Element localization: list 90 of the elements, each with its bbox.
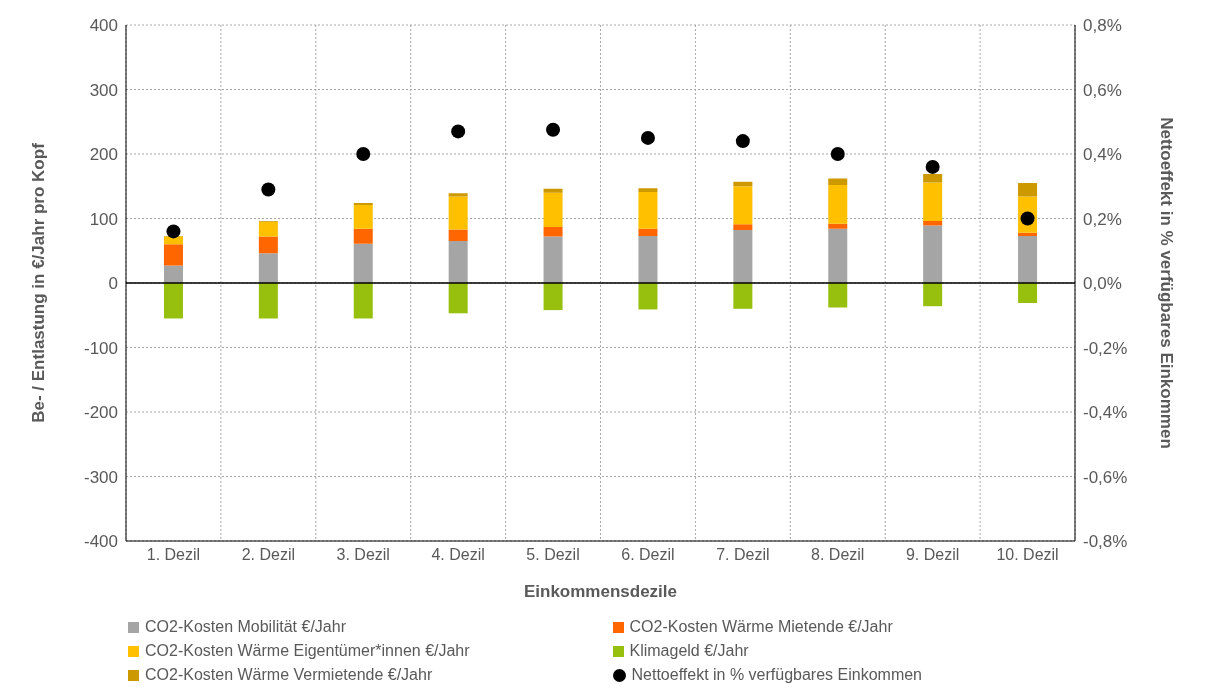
point bbox=[261, 182, 276, 197]
y2-tick-label: 0,6% bbox=[1083, 80, 1122, 100]
bar bbox=[258, 283, 278, 319]
y2-tick-label: -0,2% bbox=[1083, 338, 1128, 358]
bar bbox=[258, 221, 278, 237]
point bbox=[356, 147, 371, 161]
y-tick-label: -100 bbox=[83, 338, 118, 358]
bar bbox=[828, 223, 848, 229]
bar bbox=[638, 235, 658, 283]
bar bbox=[543, 283, 563, 311]
bar bbox=[828, 184, 848, 224]
bar bbox=[448, 283, 468, 314]
bar bbox=[733, 186, 753, 225]
point bbox=[640, 130, 655, 145]
y2-tick-label: 0,4% bbox=[1083, 145, 1122, 165]
bar bbox=[543, 226, 563, 237]
y2-tick-label: -0,4% bbox=[1083, 403, 1128, 423]
y2-tick-label: -0,6% bbox=[1083, 467, 1128, 487]
bar bbox=[448, 193, 468, 197]
bar bbox=[638, 283, 658, 310]
y-tick-label: -400 bbox=[83, 532, 118, 552]
bar bbox=[733, 230, 753, 283]
x-tick-label: 9. Dezil bbox=[905, 546, 960, 564]
point bbox=[925, 159, 940, 174]
point bbox=[166, 224, 181, 239]
bar bbox=[923, 174, 943, 183]
point bbox=[830, 147, 845, 161]
x-tick-label: 6. Dezil bbox=[621, 546, 675, 564]
x-tick-label: 4. Dezil bbox=[431, 546, 485, 564]
bar bbox=[543, 192, 563, 227]
bar bbox=[163, 283, 183, 319]
x-axis-title: Einkommensdezile bbox=[523, 582, 678, 601]
y-tick-label: 0 bbox=[108, 274, 118, 294]
y-tick-label: 200 bbox=[89, 145, 118, 165]
x-tick-label: 10. Dezil bbox=[996, 546, 1059, 564]
bar bbox=[353, 283, 373, 319]
bar bbox=[733, 224, 753, 231]
y-tick-label: 400 bbox=[89, 16, 118, 36]
point bbox=[451, 124, 466, 139]
bar bbox=[448, 241, 468, 283]
bar bbox=[1018, 235, 1038, 283]
point bbox=[735, 134, 750, 149]
y2-tick-label: 0,0% bbox=[1083, 274, 1122, 294]
bar bbox=[543, 236, 563, 283]
bar bbox=[923, 182, 943, 222]
bar bbox=[638, 192, 658, 229]
bar bbox=[923, 221, 943, 226]
bar bbox=[353, 243, 373, 283]
bar bbox=[1018, 232, 1038, 236]
y-tick-label: -300 bbox=[83, 467, 118, 487]
x-tick-label: 2. Dezil bbox=[241, 546, 296, 564]
legend-label: CO2-Kosten Wärme Vermietende €/Jahr bbox=[145, 666, 433, 684]
x-tick-label: 5. Dezil bbox=[526, 546, 580, 564]
y2-tick-label: 0,2% bbox=[1083, 209, 1122, 229]
bar bbox=[448, 196, 468, 230]
bar bbox=[163, 244, 183, 266]
bar bbox=[828, 178, 848, 185]
legend-label: CO2-Kosten Wärme Mietende €/Jahr bbox=[629, 618, 893, 636]
x-tick-label: 1. Dezil bbox=[146, 546, 201, 564]
y-tick-label: -200 bbox=[83, 403, 118, 423]
legend-label: CO2-Kosten Wärme Eigentümer*innen €/Jahr bbox=[145, 642, 470, 660]
bar bbox=[638, 188, 658, 193]
y2-axis-title: Nettoeffekt in % verfügbares Einkommen bbox=[1156, 117, 1176, 449]
bar bbox=[733, 283, 753, 309]
legend-label: Klimageld €/Jahr bbox=[629, 642, 749, 660]
y-axis-title: Be- / Entlastung in €/Jahr pro Kopf bbox=[29, 142, 49, 423]
bar bbox=[258, 253, 278, 283]
bar bbox=[1018, 183, 1038, 197]
x-tick-label: 3. Dezil bbox=[336, 546, 390, 564]
bar bbox=[353, 204, 373, 229]
y-tick-label: 300 bbox=[89, 80, 118, 100]
bar bbox=[353, 228, 373, 244]
bar bbox=[258, 236, 278, 254]
y-tick-label: 100 bbox=[89, 209, 118, 229]
bar bbox=[828, 283, 848, 308]
bar bbox=[923, 283, 943, 307]
bar bbox=[1018, 283, 1038, 303]
point bbox=[546, 122, 561, 137]
legend-label: Nettoeffekt in % verfügbares Einkommen bbox=[631, 666, 923, 684]
x-tick-label: 8. Dezil bbox=[811, 546, 865, 564]
x-tick-label: 7. Dezil bbox=[716, 546, 770, 564]
bar bbox=[828, 228, 848, 283]
bar bbox=[163, 265, 183, 283]
bar bbox=[448, 229, 468, 242]
legend-label: CO2-Kosten Mobilität €/Jahr bbox=[145, 618, 346, 636]
y2-tick-label: -0,8% bbox=[1083, 532, 1128, 552]
y2-tick-label: 0,8% bbox=[1083, 16, 1122, 36]
bar bbox=[923, 225, 943, 283]
bar bbox=[543, 188, 563, 193]
bar bbox=[638, 228, 658, 236]
